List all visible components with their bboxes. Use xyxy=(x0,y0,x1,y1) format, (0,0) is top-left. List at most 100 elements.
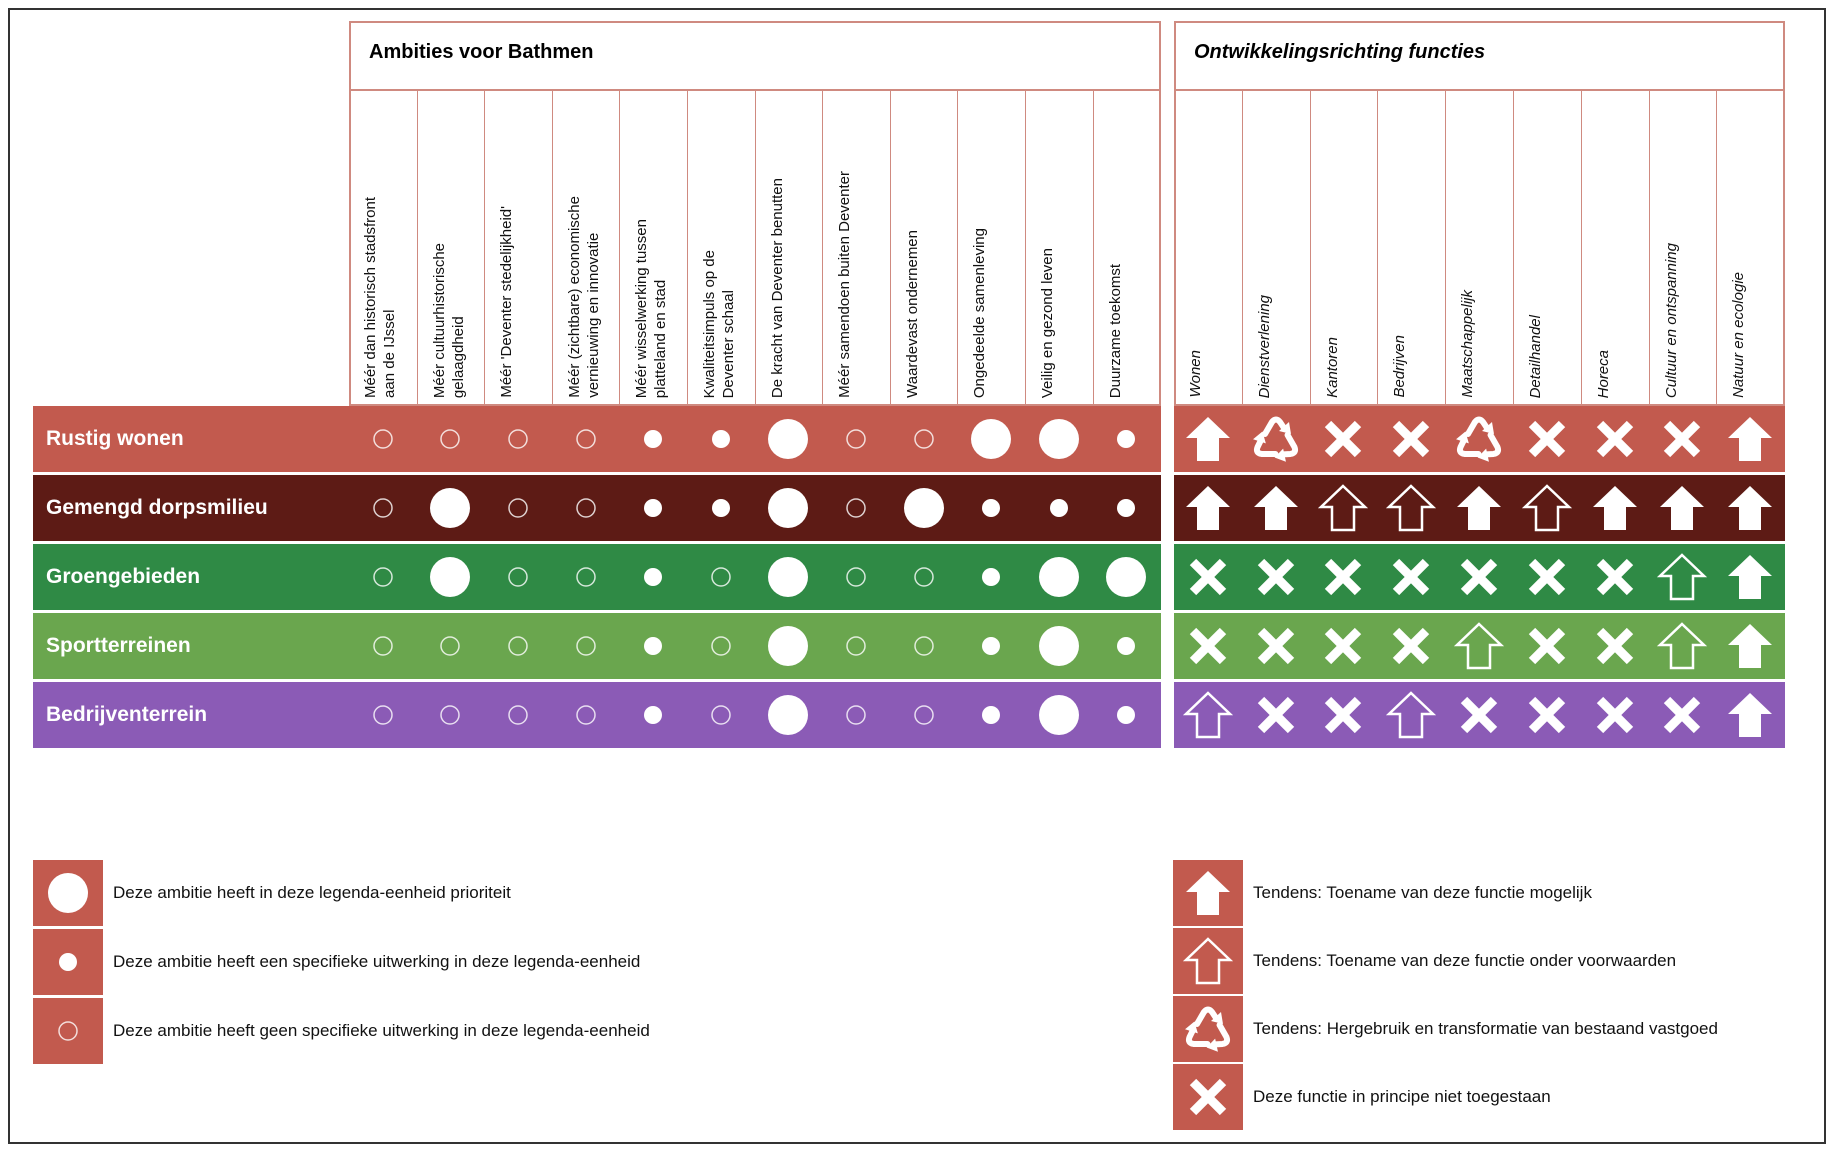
ambition-column-label: Waardevast ondernemen xyxy=(903,230,921,398)
function-symbol xyxy=(1310,406,1378,472)
ambition-column: Ongedeelde samenleving xyxy=(957,89,1025,406)
ambition-symbol xyxy=(484,544,552,610)
ambition-symbol xyxy=(890,544,958,610)
ambition-symbol xyxy=(1025,682,1093,748)
ambition-column: Waardevast ondernemen xyxy=(889,89,958,406)
function-column: Kantoren xyxy=(1309,89,1378,406)
ambition-column: Kwaliteitsimpuls op de Deventer schaal xyxy=(687,89,755,406)
ambition-symbol xyxy=(417,613,485,679)
ambition-symbol xyxy=(890,613,958,679)
ambition-symbol xyxy=(687,613,755,679)
function-column-label: Kantoren xyxy=(1323,337,1341,398)
ambition-symbol xyxy=(619,475,687,541)
function-symbol xyxy=(1649,613,1717,679)
function-symbol xyxy=(1581,475,1649,541)
ambition-symbol xyxy=(822,544,890,610)
function-column: Wonen xyxy=(1174,89,1242,406)
legend-text: Deze ambitie heeft geen specifieke uitwe… xyxy=(113,1021,650,1040)
row-band xyxy=(33,475,1161,541)
function-symbol xyxy=(1310,544,1378,610)
ambition-column-label: Veilig en gezond leven xyxy=(1039,247,1056,398)
function-symbol xyxy=(1174,475,1242,541)
ambition-symbol xyxy=(552,406,620,472)
function-column: Detailhandel xyxy=(1513,89,1581,406)
ambition-symbol xyxy=(687,406,755,472)
ambition-symbol xyxy=(552,613,620,679)
function-column: Cultuur en ontspanning xyxy=(1648,89,1717,406)
row-name: Bedrijventerrein xyxy=(46,703,208,726)
ambition-symbol xyxy=(1025,475,1093,541)
ambition-symbol xyxy=(755,613,823,679)
legend-text: Deze ambitie heeft in deze legenda-eenhe… xyxy=(113,883,511,902)
legend-text: Deze functie in principe niet toegestaan xyxy=(1253,1087,1551,1106)
function-symbol xyxy=(1581,613,1649,679)
function-symbol xyxy=(1445,406,1513,472)
legend-symbol xyxy=(33,929,103,995)
function-column-label: Horeca xyxy=(1594,349,1612,398)
function-symbol xyxy=(1513,406,1581,472)
ambition-symbol xyxy=(755,475,823,541)
ambition-symbol xyxy=(349,475,417,541)
ambition-symbol xyxy=(957,475,1025,541)
ambition-column-label: Méér (zichtbare) economische vernieuwing… xyxy=(565,196,602,398)
ambition-symbol xyxy=(349,406,417,472)
legend-symbol xyxy=(1173,1064,1243,1130)
function-symbol xyxy=(1716,613,1784,679)
legend-text: Tendens: Hergebruik en transformatie van… xyxy=(1253,1019,1718,1038)
function-column: Maatschappelijk xyxy=(1445,89,1513,406)
ambition-symbol xyxy=(349,544,417,610)
function-column-label: Cultuur en ontspanning xyxy=(1662,242,1680,398)
ambition-column-label: Méér samendoen buiten Deventer xyxy=(836,171,854,398)
ambition-symbol xyxy=(1025,613,1093,679)
ambition-symbol xyxy=(890,406,958,472)
legend-symbol xyxy=(1173,996,1243,1062)
function-symbol xyxy=(1581,406,1649,472)
ambition-symbol xyxy=(957,613,1025,679)
row-band xyxy=(33,613,1161,679)
function-column-label: Detailhandel xyxy=(1527,314,1544,398)
ambition-symbol xyxy=(1093,406,1161,472)
ambition-symbol xyxy=(1093,544,1161,610)
function-symbol xyxy=(1445,613,1513,679)
ambition-symbol xyxy=(417,682,485,748)
function-symbol xyxy=(1513,682,1581,748)
row-name: Gemengd dorpsmilieu xyxy=(46,496,268,519)
function-symbol xyxy=(1445,682,1513,748)
function-column: Dienstverlening xyxy=(1241,89,1310,406)
function-symbol xyxy=(1513,613,1581,679)
ambition-symbol xyxy=(890,682,958,748)
ambition-symbol xyxy=(957,544,1025,610)
ambition-symbol xyxy=(1093,682,1161,748)
ambition-symbol xyxy=(890,475,958,541)
ambition-symbol xyxy=(1093,613,1161,679)
ambition-symbol xyxy=(417,544,485,610)
ambition-symbol xyxy=(687,682,755,748)
ambitions-title: Ambities voor Bathmen xyxy=(351,23,1159,91)
function-symbol xyxy=(1174,544,1242,610)
ambition-column-label: Méér 'Deventer stedelijkheid' xyxy=(498,206,516,398)
function-symbol xyxy=(1377,475,1445,541)
function-symbol xyxy=(1242,613,1310,679)
function-symbol xyxy=(1174,682,1242,748)
ambition-symbol xyxy=(957,682,1025,748)
function-column: Bedrijven xyxy=(1377,89,1445,406)
ambition-symbol xyxy=(552,475,620,541)
function-symbol xyxy=(1377,544,1445,610)
function-column-label: Maatschappelijk xyxy=(1459,290,1477,398)
ambition-symbol xyxy=(822,406,890,472)
ambition-symbol xyxy=(619,406,687,472)
ambition-column: Veilig en gezond leven xyxy=(1025,89,1093,406)
function-symbol xyxy=(1310,613,1378,679)
ambition-symbol xyxy=(484,475,552,541)
function-symbol xyxy=(1649,544,1717,610)
ambition-symbol xyxy=(755,544,823,610)
legend-symbol xyxy=(1173,860,1243,926)
frame xyxy=(8,8,1826,1144)
ambition-symbol xyxy=(822,613,890,679)
legend-symbol xyxy=(1173,928,1243,994)
function-symbol xyxy=(1242,682,1310,748)
ambition-symbol xyxy=(484,682,552,748)
legend-symbol xyxy=(33,998,103,1064)
function-symbol xyxy=(1649,406,1717,472)
function-symbol xyxy=(1716,544,1784,610)
